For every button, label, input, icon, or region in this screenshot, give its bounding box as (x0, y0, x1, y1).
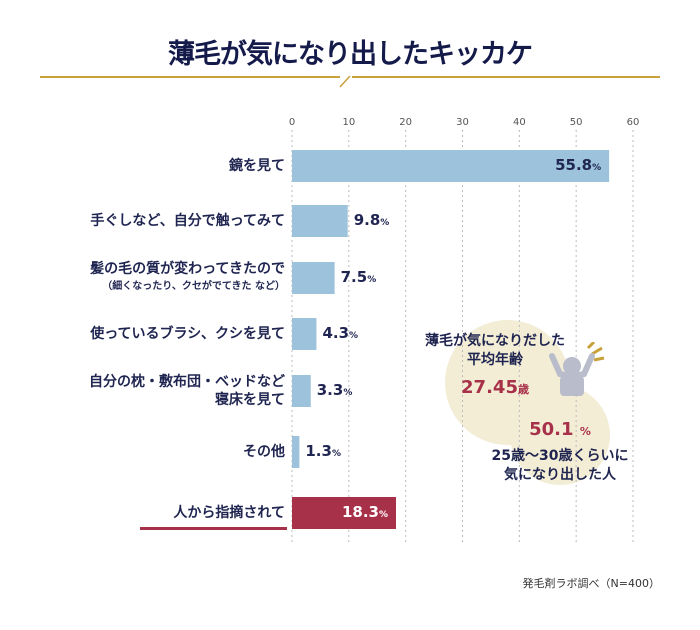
value-unit: % (367, 275, 377, 285)
value-number: 7.5 (340, 268, 368, 286)
rule-notch (339, 76, 351, 88)
avg-value: 27.45 (461, 377, 518, 398)
category-subtext: 寝床を見て (215, 392, 285, 408)
bar (292, 262, 335, 294)
value-label: 1.3% (305, 442, 341, 460)
pct-label: 25歳〜30歳くらいに (491, 448, 629, 464)
value-unit: % (343, 388, 353, 398)
avg-label: 薄毛が気になりだした (425, 333, 565, 349)
avg-unit: 歳 (517, 383, 529, 396)
highlight-underline (140, 527, 287, 530)
value-label: 9.8% (354, 211, 390, 229)
value-label: 4.3% (322, 324, 358, 342)
x-tick-label: 0 (289, 117, 295, 128)
value-label: 55.8% (555, 156, 601, 174)
bar (292, 436, 300, 468)
title-rule (352, 76, 660, 78)
category-text: 人から指摘されて (173, 505, 285, 521)
category-text: 自分の枕・敷布団・ベッドなど (89, 374, 285, 390)
value-label: 3.3% (317, 381, 353, 399)
value-number: 9.8 (353, 211, 381, 229)
category-text: 手ぐしなど、自分で触ってみて (90, 213, 285, 229)
x-tick-label: 40 (513, 117, 526, 128)
bar (292, 497, 397, 529)
bar (292, 318, 317, 350)
x-tick-label: 20 (399, 117, 412, 128)
value-number: 1.3 (305, 442, 332, 460)
source-note: 発毛剤ラボ調べ（N=400） (522, 577, 660, 590)
x-tick-label: 50 (570, 117, 583, 128)
category-label: 人から指摘されて (173, 504, 285, 522)
value-number: 18.3 (341, 503, 379, 521)
category-text: 鏡を見て (229, 158, 285, 174)
category-label: その他 (243, 443, 285, 461)
x-tick-label: 30 (456, 117, 469, 128)
category-label: 髪の毛の質が変わってきたので （細くなったり、クセがでてきた など） (90, 260, 285, 296)
x-tick-label: 60 (627, 117, 640, 128)
title-rule (40, 76, 340, 78)
avg-label: 平均年齢 (467, 352, 523, 368)
pct-unit: % (579, 425, 591, 438)
category-label: 鏡を見て (229, 157, 285, 175)
value-number: 4.3 (322, 324, 350, 342)
bar (292, 205, 348, 237)
category-label: 使っているブラシ、クシを見て (90, 325, 285, 343)
page-title: 薄毛が気になり出したキッカケ (168, 39, 533, 70)
value-unit: % (380, 218, 390, 228)
category-text: 髪の毛の質が変わってきたので (90, 261, 285, 277)
value-label: 7.5% (341, 268, 377, 286)
value-unit: % (331, 449, 341, 459)
value-number: 3.3 (316, 381, 344, 399)
category-text: 使っているブラシ、クシを見て (90, 326, 285, 342)
bar (292, 375, 311, 407)
pct-circle (510, 385, 610, 485)
value-unit: % (349, 331, 359, 341)
pct-label: 気になり出した人 (504, 467, 616, 483)
pct-value: 50.1 (529, 419, 574, 440)
value-number: 55.8 (555, 156, 593, 174)
category-label: 手ぐしなど、自分で触ってみて (90, 212, 285, 230)
category-subtext: （細くなったり、クセがでてきた など） (102, 281, 285, 292)
x-tick-label: 10 (342, 117, 355, 128)
category-label: 自分の枕・敷布団・ベッドなど寝床を見て (89, 373, 285, 409)
category-text: その他 (243, 444, 285, 460)
person-hands-on-head-icon (549, 342, 605, 396)
value-unit: % (592, 163, 602, 173)
value-unit: % (378, 510, 389, 520)
value-label: 18.3% (342, 503, 388, 521)
bar (292, 150, 610, 182)
